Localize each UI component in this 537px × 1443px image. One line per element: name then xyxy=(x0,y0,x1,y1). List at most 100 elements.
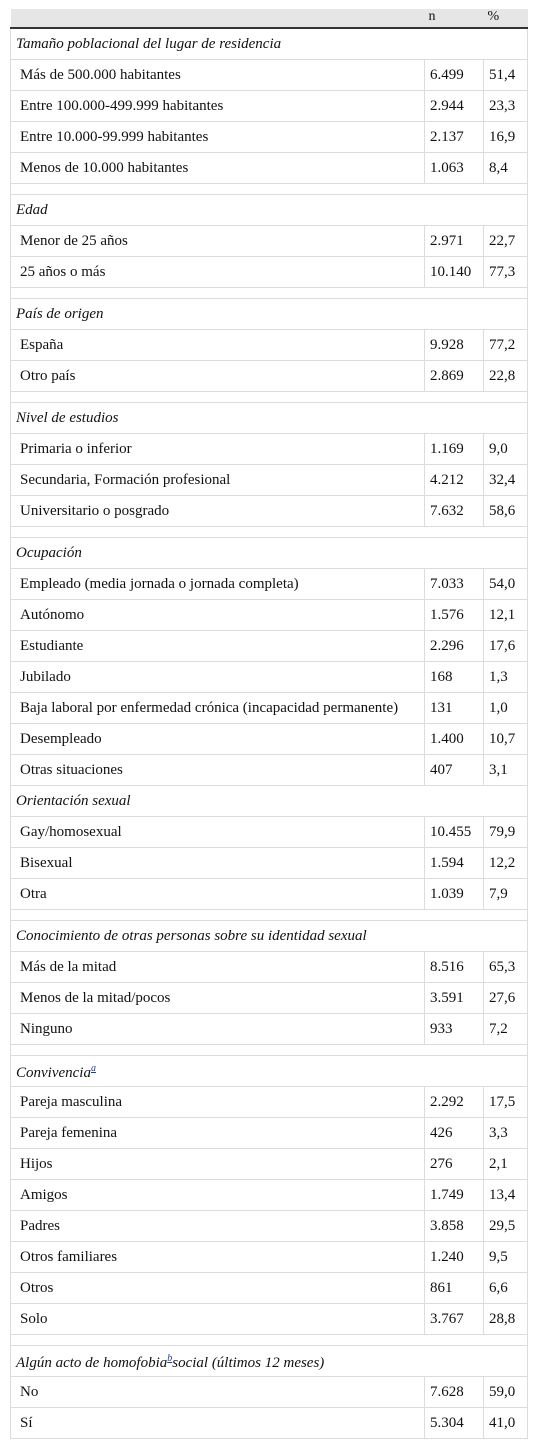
data-table: n % Tamaño poblacional del lugar de resi… xyxy=(10,9,528,1439)
percent-cell: 3,3 xyxy=(483,1117,528,1149)
count-cell: 1.169 xyxy=(424,433,484,465)
row-label: Otras situaciones xyxy=(10,754,425,786)
data-row: Estudiante 2.296 17,6 xyxy=(10,630,528,662)
row-label: Jubilado xyxy=(10,661,425,693)
spacer-cell xyxy=(10,1334,528,1346)
data-row: Pareja masculina 2.292 17,5 xyxy=(10,1086,528,1118)
footnote-link[interactable]: a xyxy=(90,1063,96,1074)
percent-cell: 10,7 xyxy=(483,723,528,755)
header-n: n xyxy=(424,9,484,29)
data-row: Universitario o posgrado 7.632 58,6 xyxy=(10,495,528,527)
table-header: n % xyxy=(10,9,528,29)
data-row: Entre 10.000-99.999 habitantes 2.137 16,9 xyxy=(10,121,528,153)
spacer-cell xyxy=(10,287,528,299)
header-blank xyxy=(10,9,425,29)
row-label: 25 años o más xyxy=(10,256,425,288)
count-cell: 6.499 xyxy=(424,59,484,91)
footnote-link[interactable]: b xyxy=(167,1353,173,1364)
table-body: Tamaño poblacional del lugar de residenc… xyxy=(10,27,528,1439)
data-row: España 9.928 77,2 xyxy=(10,329,528,361)
section-title: Conocimiento de otras personas sobre su … xyxy=(10,920,528,952)
section-title-text: Nivel de estudios xyxy=(16,409,119,426)
row-label: Secundaria, Formación profesional xyxy=(10,464,425,496)
data-row: Desempleado 1.400 10,7 xyxy=(10,723,528,755)
count-cell: 168 xyxy=(424,661,484,693)
spacer-row xyxy=(10,909,528,921)
count-cell: 1.039 xyxy=(424,878,484,910)
data-row: Otra 1.039 7,9 xyxy=(10,878,528,910)
count-cell: 1.063 xyxy=(424,152,484,184)
count-cell: 3.858 xyxy=(424,1210,484,1242)
footnote-ref: a xyxy=(91,1060,96,1074)
percent-cell: 23,3 xyxy=(483,90,528,122)
data-row: Otros 861 6,6 xyxy=(10,1272,528,1304)
row-label: Menos de la mitad/pocos xyxy=(10,982,425,1014)
count-cell: 7.632 xyxy=(424,495,484,527)
row-label: Otros familiares xyxy=(10,1241,425,1273)
count-cell: 7.628 xyxy=(424,1376,484,1408)
spacer-cell xyxy=(10,526,528,538)
data-row: Menos de la mitad/pocos 3.591 27,6 xyxy=(10,982,528,1014)
count-cell: 10.455 xyxy=(424,816,484,848)
row-label: Bisexual xyxy=(10,847,425,879)
data-row: Entre 100.000-499.999 habitantes 2.944 23,… xyxy=(10,90,528,122)
data-row: Otras situaciones 407 3,1 xyxy=(10,754,528,786)
row-label: Gay/homosexual xyxy=(10,816,425,848)
section-title-text: social (últimos 12 meses) xyxy=(172,1355,325,1371)
data-row: Más de 500.000 habitantes 6.499 51,4 xyxy=(10,59,528,91)
percent-cell: 79,9 xyxy=(483,816,528,848)
percent-cell: 16,9 xyxy=(483,121,528,153)
count-cell: 1.594 xyxy=(424,847,484,879)
data-row: Autónomo 1.576 12,1 xyxy=(10,599,528,631)
section-title-text: Ocupación xyxy=(16,544,82,561)
count-cell: 407 xyxy=(424,754,484,786)
percent-cell: 58,6 xyxy=(483,495,528,527)
count-cell: 4.212 xyxy=(424,464,484,496)
row-label: Pareja femenina xyxy=(10,1117,425,1149)
data-row: Bisexual 1.594 12,2 xyxy=(10,847,528,879)
percent-cell: 7,2 xyxy=(483,1013,528,1045)
percent-cell: 17,5 xyxy=(483,1086,528,1118)
section-row: Tamaño poblacional del lugar de residenc… xyxy=(10,27,528,60)
percent-cell: 17,6 xyxy=(483,630,528,662)
count-cell: 861 xyxy=(424,1272,484,1304)
row-label: Ninguno xyxy=(10,1013,425,1045)
data-row: Jubilado 168 1,3 xyxy=(10,661,528,693)
data-row: Pareja femenina 426 3,3 xyxy=(10,1117,528,1149)
spacer-cell xyxy=(10,909,528,921)
percent-cell: 54,0 xyxy=(483,568,528,600)
data-row: Gay/homosexual 10.455 79,9 xyxy=(10,816,528,848)
spacer-row xyxy=(10,1334,528,1346)
spacer-row xyxy=(10,391,528,403)
percent-cell: 77,3 xyxy=(483,256,528,288)
count-cell: 7.033 xyxy=(424,568,484,600)
percent-cell: 51,4 xyxy=(483,59,528,91)
section-row: Ocupación xyxy=(10,537,528,569)
spacer-row xyxy=(10,526,528,538)
count-cell: 9.928 xyxy=(424,329,484,361)
count-cell: 3.767 xyxy=(424,1303,484,1335)
count-cell: 1.576 xyxy=(424,599,484,631)
row-label: Primaria o inferior xyxy=(10,433,425,465)
percent-cell: 77,2 xyxy=(483,329,528,361)
count-cell: 131 xyxy=(424,692,484,724)
data-row: Otros familiares 1.240 9,5 xyxy=(10,1241,528,1273)
section-title-text: Conocimiento de otras personas sobre su … xyxy=(16,927,367,944)
row-label: Estudiante xyxy=(10,630,425,662)
count-cell: 2.292 xyxy=(424,1086,484,1118)
percent-cell: 28,8 xyxy=(483,1303,528,1335)
spacer-cell xyxy=(10,391,528,403)
section-row: Algún acto de homofobiabsocial (últimos … xyxy=(10,1345,528,1377)
data-row: Más de la mitad 8.516 65,3 xyxy=(10,951,528,983)
data-row: Otro país 2.869 22,8 xyxy=(10,360,528,392)
row-label: Desempleado xyxy=(10,723,425,755)
row-label: Otros xyxy=(10,1272,425,1304)
data-row: Hijos 276 2,1 xyxy=(10,1148,528,1180)
spacer-row xyxy=(10,183,528,195)
count-cell: 3.591 xyxy=(424,982,484,1014)
count-cell: 2.137 xyxy=(424,121,484,153)
spacer-row xyxy=(10,287,528,299)
data-row: Menor de 25 años 2.971 22,7 xyxy=(10,225,528,257)
row-label: Padres xyxy=(10,1210,425,1242)
percent-cell: 29,5 xyxy=(483,1210,528,1242)
